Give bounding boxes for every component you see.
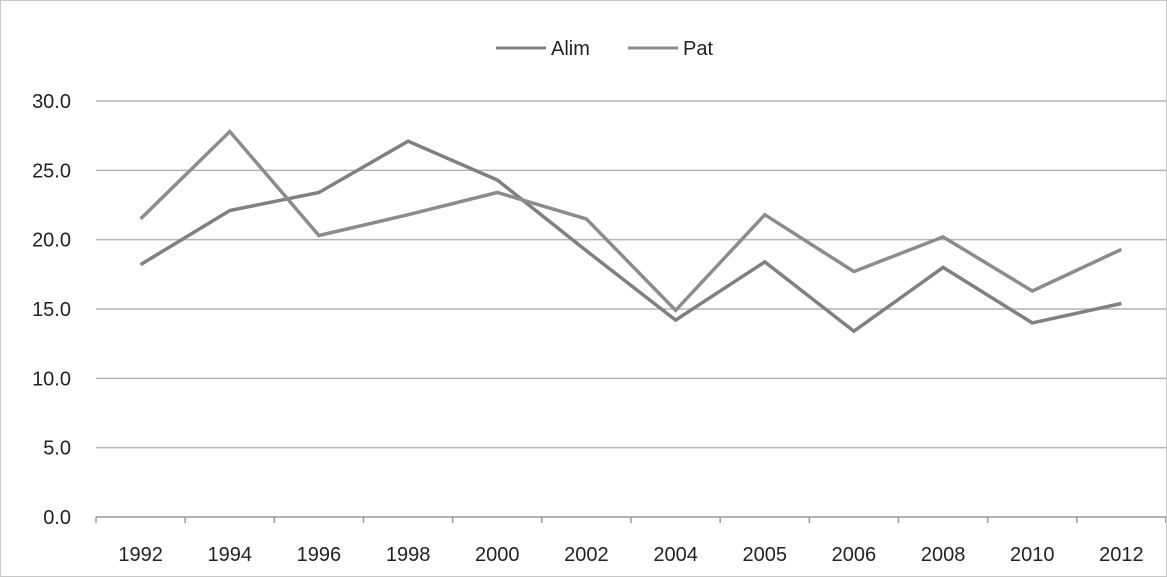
y-tick-label: 5.0	[43, 438, 71, 460]
x-tick-label: 2005	[743, 544, 788, 566]
legend-label-pat: Pat	[683, 38, 713, 60]
x-tick-label: 1996	[297, 544, 342, 566]
x-tick-label: 2004	[653, 544, 698, 566]
y-tick-label: 15.0	[32, 299, 71, 321]
x-tick-label: 2000	[475, 544, 520, 566]
y-tick-label: 10.0	[32, 368, 71, 390]
tick-labels: 0.0 5.0 10.0 15.0 20.0 25.0 30.0 1992 1994 1996 19…	[32, 91, 1144, 566]
y-tick-label: 30.0	[32, 91, 71, 113]
axes	[95, 516, 1166, 523]
x-tick-label: 2008	[921, 544, 966, 566]
grid-lines	[96, 100, 1166, 449]
x-tick-label: 2006	[832, 544, 877, 566]
y-tick-label: 0.0	[43, 507, 71, 529]
x-tick-label: 1998	[386, 544, 431, 566]
y-tick-label: 20.0	[32, 230, 71, 252]
x-tick-label: 1994	[208, 544, 253, 566]
legend: Alim Pat	[496, 38, 713, 60]
x-tick-label: 2012	[1099, 544, 1144, 566]
legend-label-alim: Alim	[551, 38, 590, 60]
series-lines	[139, 128, 1123, 334]
x-tick-label: 2010	[1010, 544, 1055, 566]
series-line-pat	[139, 128, 1123, 313]
y-tick-label: 25.0	[32, 160, 71, 182]
x-tick-label: 2002	[564, 544, 609, 566]
x-tick-label: 1992	[118, 544, 163, 566]
series-line-alim	[139, 139, 1122, 334]
